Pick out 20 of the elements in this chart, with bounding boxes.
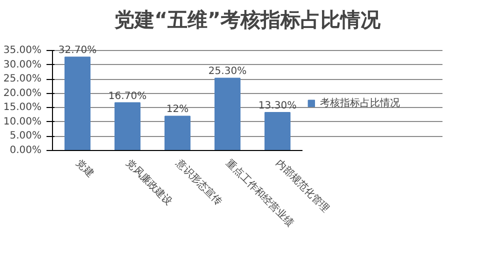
y-tick-label: 15.00% xyxy=(3,102,42,114)
legend-label: 考核指标占比情况 xyxy=(320,96,400,110)
x-tick-label: 党建 xyxy=(74,156,96,180)
bar xyxy=(164,116,190,150)
x-tick-label: 党风廉政建设 xyxy=(124,156,175,208)
data-label: 16.70% xyxy=(108,90,147,102)
bar xyxy=(214,78,240,150)
y-tick-label: 20.00% xyxy=(3,88,42,99)
bar xyxy=(64,56,90,150)
bar xyxy=(264,112,290,150)
bar xyxy=(114,102,140,150)
y-tick-label: 10.00% xyxy=(3,116,42,128)
data-label: 25.30% xyxy=(208,66,247,78)
y-tick-label: 0.00% xyxy=(10,145,42,156)
y-tick-label: 5.00% xyxy=(10,130,42,142)
y-tick-label: 35.00% xyxy=(3,45,42,56)
y-tick-label: 30.00% xyxy=(3,59,42,70)
y-tick-label: 25.00% xyxy=(3,74,42,85)
x-tick-label: 意识形态宣传 xyxy=(172,156,225,208)
chart-title: 党建“五维”考核指标占比情况 xyxy=(113,8,382,32)
